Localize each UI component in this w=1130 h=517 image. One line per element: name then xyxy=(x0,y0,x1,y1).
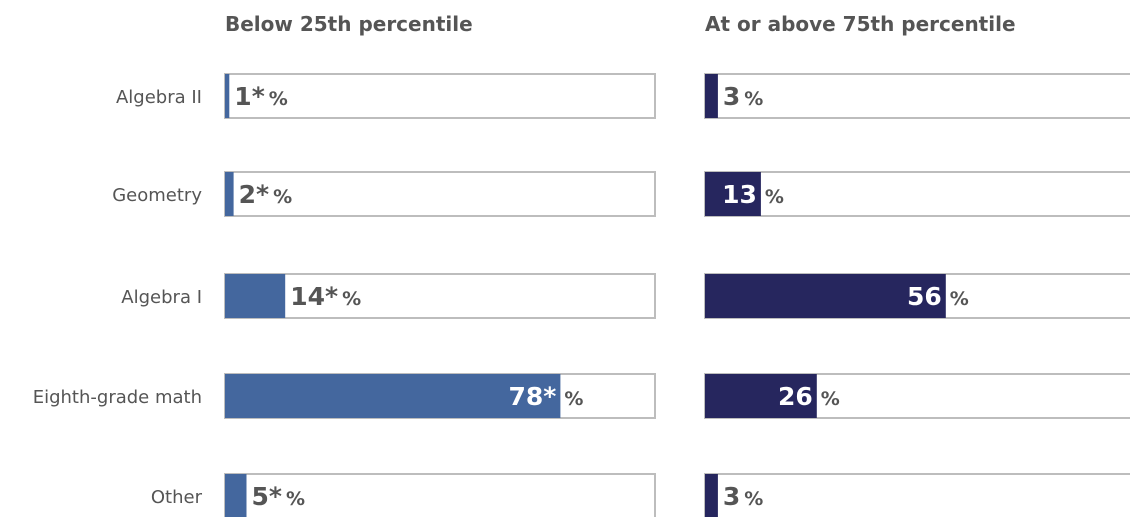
value-label: 1* xyxy=(234,82,264,111)
value-label: 2* xyxy=(239,180,269,209)
bar xyxy=(225,274,286,318)
percent-unit: % xyxy=(744,88,763,110)
bar-row: 2*% xyxy=(224,171,656,217)
percent-unit: % xyxy=(821,388,840,410)
bar-row: 3% xyxy=(704,73,1130,119)
category-label: Algebra II xyxy=(116,87,202,108)
bar-track xyxy=(224,73,656,119)
bar xyxy=(225,474,247,517)
category-label: Eighth-grade math xyxy=(33,387,202,408)
bar xyxy=(225,74,230,118)
value-label: 78* xyxy=(509,382,557,411)
bar-row: 78*% xyxy=(224,373,656,419)
category-label: Other xyxy=(151,487,203,508)
percent-unit: % xyxy=(273,186,292,208)
panel-title-0: Below 25th percentile xyxy=(225,12,473,36)
bar-row: 26% xyxy=(704,373,1130,419)
category-label: Geometry xyxy=(112,185,202,206)
value-label: 14* xyxy=(290,282,338,311)
percent-unit: % xyxy=(342,288,361,310)
bar-track xyxy=(224,473,656,517)
bar xyxy=(705,172,761,216)
bar xyxy=(705,374,817,418)
bar-track xyxy=(704,73,1130,119)
bar-row: 14*% xyxy=(224,273,656,319)
bar-row: 13% xyxy=(704,171,1130,217)
value-label: 5* xyxy=(252,482,282,511)
bars: 1* %2* %14* %78* %5* %3 %13 %56 %26 %3% xyxy=(224,73,1130,517)
bar-track xyxy=(704,473,1130,517)
bar xyxy=(705,274,946,318)
percent-unit: % xyxy=(744,488,763,510)
value-label: 3 xyxy=(723,482,740,511)
bar-row: 5*% xyxy=(224,473,656,517)
bar xyxy=(225,374,561,418)
bar xyxy=(225,172,234,216)
category-labels: Algebra II Geometry Algebra I Eighth-grade … xyxy=(33,87,203,508)
value-label: 13 xyxy=(722,180,757,209)
percent-unit: % xyxy=(286,488,305,510)
bar-row: 56% xyxy=(704,273,1130,319)
panel-titles: Below 25th percentile At or above 75th pe… xyxy=(225,12,1016,36)
value-label: 3 xyxy=(723,82,740,111)
percent-unit: % xyxy=(950,288,969,310)
value-label: 26 xyxy=(778,382,813,411)
panel-title-1: At or above 75th percentile xyxy=(705,12,1016,36)
percent-unit: % xyxy=(765,186,784,208)
bar-row: 3% xyxy=(704,473,1130,517)
value-label: 56 xyxy=(907,282,942,311)
percent-unit: % xyxy=(269,88,288,110)
bar-track xyxy=(224,273,656,319)
bar-row: 1*% xyxy=(224,73,656,119)
percent-unit: % xyxy=(564,388,583,410)
category-label: Algebra I xyxy=(121,287,202,308)
bar xyxy=(705,474,718,517)
bar xyxy=(705,74,718,118)
